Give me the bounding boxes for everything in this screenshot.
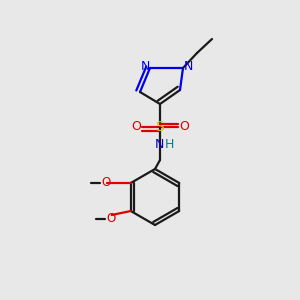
Text: H: H [164, 139, 174, 152]
Text: N: N [183, 59, 193, 73]
Text: N: N [154, 139, 164, 152]
Text: N: N [140, 59, 150, 73]
Text: O: O [179, 121, 189, 134]
Text: O: O [131, 121, 141, 134]
Text: O: O [101, 176, 110, 190]
Text: S: S [156, 120, 164, 134]
Text: O: O [106, 212, 116, 226]
